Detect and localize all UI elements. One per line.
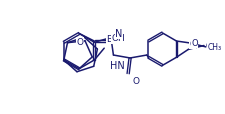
Text: O: O xyxy=(76,38,83,47)
Text: CH₃: CH₃ xyxy=(206,42,220,51)
Text: HN: HN xyxy=(110,60,124,70)
Text: O: O xyxy=(189,40,196,49)
Text: CH₃: CH₃ xyxy=(208,43,222,52)
Text: O: O xyxy=(191,39,198,48)
Text: O: O xyxy=(132,76,139,85)
Text: N: N xyxy=(115,29,123,39)
Text: Br: Br xyxy=(106,35,116,44)
Text: OH: OH xyxy=(111,34,125,43)
